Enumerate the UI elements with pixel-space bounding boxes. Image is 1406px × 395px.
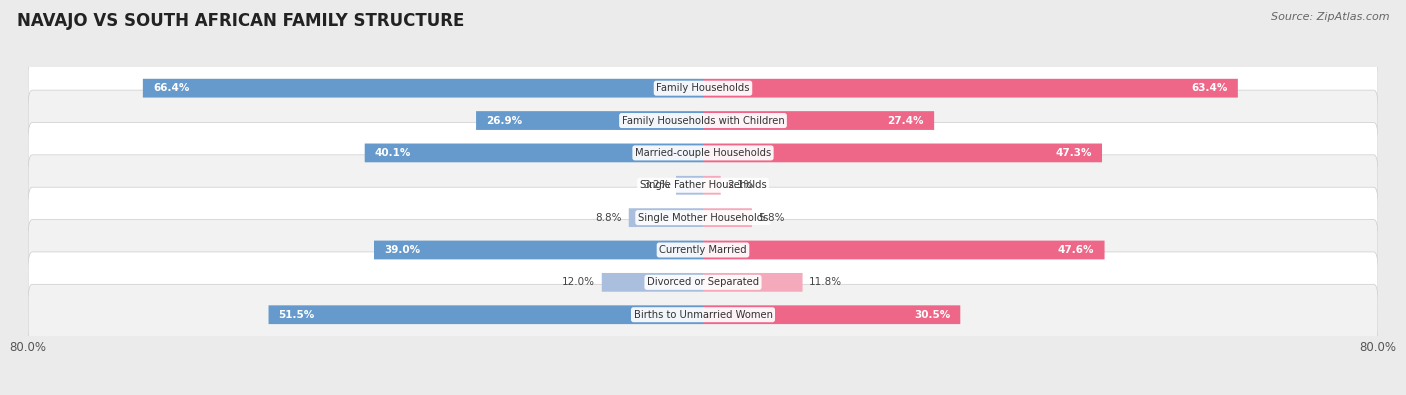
FancyBboxPatch shape — [364, 143, 703, 162]
FancyBboxPatch shape — [628, 208, 703, 227]
Text: Divorced or Separated: Divorced or Separated — [647, 277, 759, 287]
FancyBboxPatch shape — [28, 187, 1378, 248]
FancyBboxPatch shape — [374, 241, 703, 260]
FancyBboxPatch shape — [703, 208, 752, 227]
Text: 47.6%: 47.6% — [1057, 245, 1094, 255]
FancyBboxPatch shape — [676, 176, 703, 195]
FancyBboxPatch shape — [28, 284, 1378, 345]
Text: 3.2%: 3.2% — [643, 180, 669, 190]
Text: 66.4%: 66.4% — [153, 83, 190, 93]
Text: Currently Married: Currently Married — [659, 245, 747, 255]
Text: 26.9%: 26.9% — [486, 116, 522, 126]
FancyBboxPatch shape — [28, 220, 1378, 280]
Text: NAVAJO VS SOUTH AFRICAN FAMILY STRUCTURE: NAVAJO VS SOUTH AFRICAN FAMILY STRUCTURE — [17, 12, 464, 30]
Text: 30.5%: 30.5% — [914, 310, 950, 320]
FancyBboxPatch shape — [28, 90, 1378, 151]
FancyBboxPatch shape — [269, 305, 703, 324]
Text: Single Mother Households: Single Mother Households — [638, 213, 768, 223]
Text: 63.4%: 63.4% — [1191, 83, 1227, 93]
FancyBboxPatch shape — [28, 58, 1378, 118]
Text: 5.8%: 5.8% — [759, 213, 785, 223]
Text: Source: ZipAtlas.com: Source: ZipAtlas.com — [1271, 12, 1389, 22]
FancyBboxPatch shape — [602, 273, 703, 292]
FancyBboxPatch shape — [28, 122, 1378, 183]
Text: Married-couple Households: Married-couple Households — [636, 148, 770, 158]
Text: 8.8%: 8.8% — [596, 213, 621, 223]
FancyBboxPatch shape — [703, 241, 1105, 260]
Text: Family Households with Children: Family Households with Children — [621, 116, 785, 126]
Text: 27.4%: 27.4% — [887, 116, 924, 126]
Text: Family Households: Family Households — [657, 83, 749, 93]
Legend: Navajo, South African: Navajo, South African — [605, 393, 801, 395]
Text: 39.0%: 39.0% — [384, 245, 420, 255]
FancyBboxPatch shape — [28, 155, 1378, 216]
FancyBboxPatch shape — [477, 111, 703, 130]
Text: 12.0%: 12.0% — [562, 277, 595, 287]
FancyBboxPatch shape — [28, 252, 1378, 313]
Text: Births to Unmarried Women: Births to Unmarried Women — [634, 310, 772, 320]
Text: 51.5%: 51.5% — [278, 310, 315, 320]
FancyBboxPatch shape — [703, 273, 803, 292]
FancyBboxPatch shape — [703, 111, 934, 130]
Text: 40.1%: 40.1% — [375, 148, 411, 158]
FancyBboxPatch shape — [703, 79, 1237, 98]
Text: 2.1%: 2.1% — [727, 180, 754, 190]
Text: Single Father Households: Single Father Households — [640, 180, 766, 190]
Text: 47.3%: 47.3% — [1056, 148, 1092, 158]
FancyBboxPatch shape — [703, 305, 960, 324]
FancyBboxPatch shape — [703, 143, 1102, 162]
FancyBboxPatch shape — [703, 176, 721, 195]
FancyBboxPatch shape — [143, 79, 703, 98]
Text: 11.8%: 11.8% — [810, 277, 842, 287]
